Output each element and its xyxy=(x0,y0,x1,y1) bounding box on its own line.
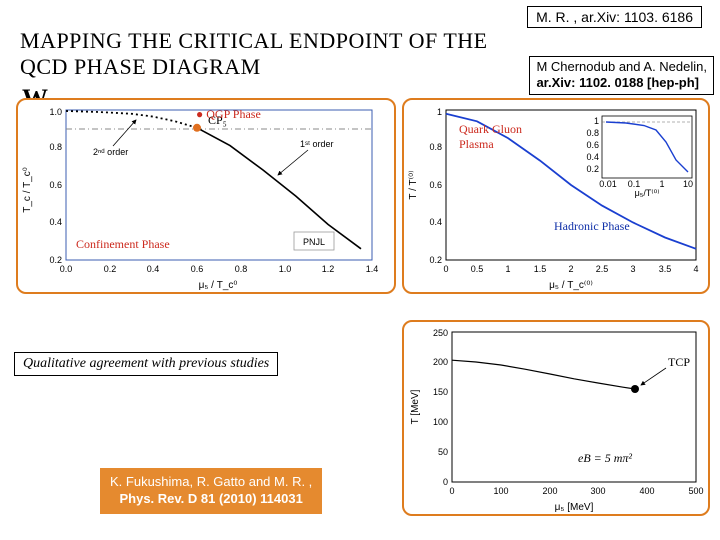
title-line-1: MAPPING THE CRITICAL ENDPOINT OF THE xyxy=(20,28,488,54)
chart-left-curve-1st-order xyxy=(197,128,361,249)
chart-bottom-frame: 0 50 100 150 200 250 0 100 200 300 400 5… xyxy=(402,320,710,516)
chart-left-pnjl-label: PNJL xyxy=(303,237,325,247)
page-title: MAPPING THE CRITICAL ENDPOINT OF THE QCD… xyxy=(20,28,488,80)
svg-text:1: 1 xyxy=(594,116,599,126)
svg-text:0.2: 0.2 xyxy=(429,255,442,265)
chart-right-plot: 0.2 0.4 0.6 0.8 1 0 0.5 1 1.5 2 2.5 3 3.… xyxy=(404,100,708,292)
svg-text:0.4: 0.4 xyxy=(586,152,599,162)
chart-bottom-eb-label: eB = 5 mπ² xyxy=(578,451,632,465)
svg-text:0.0: 0.0 xyxy=(60,264,73,274)
chart-right-qg-label: Quark Gluon xyxy=(459,122,522,136)
chart-right-yticks: 0.2 0.4 0.6 0.8 1 xyxy=(429,107,442,265)
chart-left-qgp-label: ● QGP Phase xyxy=(196,107,261,121)
svg-text:1.2: 1.2 xyxy=(322,264,335,274)
svg-text:0.2: 0.2 xyxy=(586,164,599,174)
secondary-reference-line1: M Chernodub and A. Nedelin, xyxy=(536,59,707,75)
chart-left-ylabel: T_c / T_c⁰ xyxy=(22,167,33,213)
qualitative-note-text: Qualitative agreement with previous stud… xyxy=(23,356,269,371)
svg-text:2: 2 xyxy=(568,264,573,274)
svg-text:250: 250 xyxy=(433,328,448,338)
svg-text:0: 0 xyxy=(443,477,448,487)
chart-right-hadronic-label: Hadronic Phase xyxy=(554,219,630,233)
svg-text:0.8: 0.8 xyxy=(235,264,248,274)
chart-bottom-xlabel: μ₅ [MeV] xyxy=(555,502,594,513)
svg-text:0.4: 0.4 xyxy=(49,217,62,227)
svg-text:1: 1 xyxy=(505,264,510,274)
svg-text:4: 4 xyxy=(693,264,698,274)
chart-left-cp5-marker xyxy=(193,124,201,132)
svg-text:400: 400 xyxy=(639,486,654,496)
svg-text:0.2: 0.2 xyxy=(104,264,117,274)
svg-text:0: 0 xyxy=(449,486,454,496)
svg-text:1.4: 1.4 xyxy=(366,264,379,274)
svg-text:0.6: 0.6 xyxy=(429,180,442,190)
chart-right-xticks: 0 0.5 1 1.5 2 2.5 3 3.5 4 xyxy=(443,264,698,274)
svg-text:3: 3 xyxy=(630,264,635,274)
chart-left-xlabel: μ₅ / T_c⁰ xyxy=(199,280,238,291)
chart-left-plot: 0.2 0.4 0.6 0.8 1.0 0.0 0.2 0.4 0.6 0.8 … xyxy=(18,100,394,292)
chart-right-plasma-label: Plasma xyxy=(459,137,494,151)
svg-text:100: 100 xyxy=(433,417,448,427)
bottom-citation: K. Fukushima, R. Gatto and M. R. , Phys.… xyxy=(100,468,322,514)
svg-text:0.8: 0.8 xyxy=(49,142,62,152)
chart-bottom-tcp-label: TCP xyxy=(668,355,690,369)
chart-left-frame: 0.2 0.4 0.6 0.8 1.0 0.0 0.2 0.4 0.6 0.8 … xyxy=(16,98,396,294)
bottom-citation-line1: K. Fukushima, R. Gatto and M. R. , xyxy=(110,474,312,491)
svg-text:50: 50 xyxy=(438,447,448,457)
chart-bottom-xticks: 0 100 200 300 400 500 xyxy=(449,486,703,496)
svg-text:1.5: 1.5 xyxy=(534,264,547,274)
title-line-2: QCD PHASE DIAGRAM xyxy=(20,54,488,80)
bottom-citation-line2: Phys. Rev. D 81 (2010) 114031 xyxy=(119,491,302,506)
svg-text:1.0: 1.0 xyxy=(279,264,292,274)
svg-text:0.6: 0.6 xyxy=(586,140,599,150)
secondary-reference-line2: ar.Xiv: 1102. 0188 [hep-ph] xyxy=(536,75,707,91)
svg-text:200: 200 xyxy=(433,357,448,367)
svg-text:2.5: 2.5 xyxy=(596,264,609,274)
svg-text:300: 300 xyxy=(590,486,605,496)
chart-right-ylabel: T / T⁽⁰⁾ xyxy=(408,170,419,199)
chart-bottom-plot: 0 50 100 150 200 250 0 100 200 300 400 5… xyxy=(404,322,708,514)
chart-bottom-tcp-marker xyxy=(631,385,639,393)
top-reference: M. R. , ar.Xiv: 1103. 6186 xyxy=(527,6,702,28)
svg-text:3.5: 3.5 xyxy=(659,264,672,274)
svg-text:0.8: 0.8 xyxy=(429,142,442,152)
secondary-reference: M Chernodub and A. Nedelin, ar.Xiv: 1102… xyxy=(529,56,714,95)
chart-bottom-ylabel: T [MeV] xyxy=(410,389,421,424)
chart-right-inset: 1 0.8 0.6 0.4 0.2 0.01 0.1 1 10 μ₅/T⁽⁰⁾ xyxy=(586,116,693,198)
svg-text:0.8: 0.8 xyxy=(586,128,599,138)
svg-text:1: 1 xyxy=(659,179,664,189)
chart-right-xlabel: μ₅ / T_c⁽⁰⁾ xyxy=(549,280,593,291)
chart-left-yticks: 0.2 0.4 0.6 0.8 1.0 xyxy=(49,107,62,265)
chart-left-confinement-label: Confinement Phase xyxy=(76,237,170,251)
svg-text:0.5: 0.5 xyxy=(471,264,484,274)
svg-text:500: 500 xyxy=(688,486,703,496)
chart-bottom-curve xyxy=(452,360,635,389)
chart-left-2nd-order-label: 2ⁿᵈ order xyxy=(93,147,128,157)
svg-text:0.6: 0.6 xyxy=(49,180,62,190)
svg-text:10: 10 xyxy=(683,179,693,189)
svg-text:0.4: 0.4 xyxy=(429,217,442,227)
chart-left-1st-order-label: 1ˢᵗ order xyxy=(300,139,334,149)
chart-left-xticks: 0.0 0.2 0.4 0.6 0.8 1.0 1.2 1.4 xyxy=(60,264,379,274)
svg-text:0: 0 xyxy=(443,264,448,274)
top-reference-text: M. R. , ar.Xiv: 1103. 6186 xyxy=(536,9,693,25)
svg-text:200: 200 xyxy=(542,486,557,496)
svg-text:100: 100 xyxy=(493,486,508,496)
svg-text:1.0: 1.0 xyxy=(49,107,62,117)
svg-text:0.6: 0.6 xyxy=(191,264,204,274)
svg-text:150: 150 xyxy=(433,387,448,397)
svg-text:1: 1 xyxy=(437,107,442,117)
chart-right-frame: 0.2 0.4 0.6 0.8 1 0 0.5 1 1.5 2 2.5 3 3.… xyxy=(402,98,710,294)
svg-text:0.4: 0.4 xyxy=(147,264,160,274)
qualitative-note: Qualitative agreement with previous stud… xyxy=(14,352,278,376)
chart-bottom-yticks: 0 50 100 150 200 250 xyxy=(433,328,448,487)
svg-text:μ₅/T⁽⁰⁾: μ₅/T⁽⁰⁾ xyxy=(635,188,660,198)
svg-text:0.01: 0.01 xyxy=(599,179,617,189)
